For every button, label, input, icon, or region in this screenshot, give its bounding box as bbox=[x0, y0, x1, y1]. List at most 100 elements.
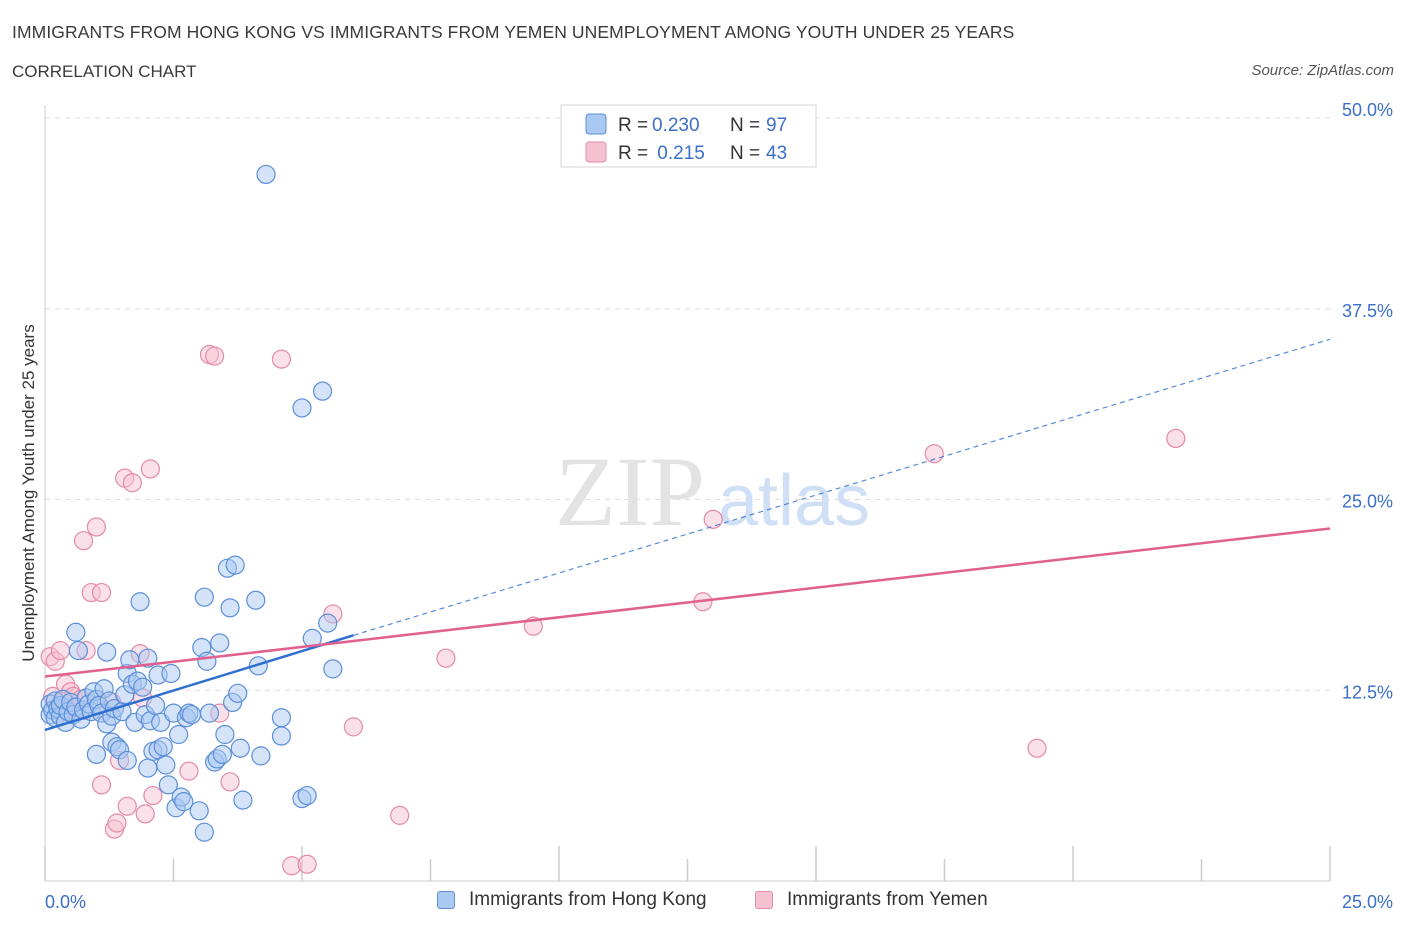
legend-label-hong-kong: Immigrants from Hong Kong bbox=[469, 889, 707, 910]
point-yemen bbox=[91, 775, 112, 795]
point-hong-kong bbox=[194, 822, 214, 842]
point-hong-kong bbox=[130, 592, 150, 612]
point-yemen bbox=[924, 444, 944, 464]
point-hong-kong bbox=[97, 642, 117, 662]
legend-n-value-hk: 97 bbox=[766, 115, 787, 136]
point-hong-kong bbox=[133, 677, 153, 697]
point-yemen bbox=[343, 717, 363, 737]
legend-r-value-hk: 0.230 bbox=[652, 115, 700, 136]
point-hong-kong bbox=[228, 683, 248, 703]
legend-n-value-ye: 43 bbox=[766, 143, 787, 164]
point-hong-kong bbox=[161, 663, 181, 684]
point-hong-kong bbox=[194, 587, 214, 607]
legend-n-label-ye: N = bbox=[730, 143, 760, 164]
point-hong-kong bbox=[189, 801, 209, 821]
chart-title: IMMIGRANTS FROM HONG KONG VS IMMIGRANTS … bbox=[12, 22, 1015, 42]
point-hong-kong bbox=[233, 790, 253, 810]
legend-item-hong-kong: Immigrants from Hong Kong bbox=[437, 889, 707, 911]
point-hong-kong bbox=[212, 744, 232, 764]
point-yemen bbox=[703, 509, 723, 529]
data-points bbox=[40, 164, 1186, 876]
legend-bottom: Immigrants from Hong Kong Immigrants fro… bbox=[0, 889, 1406, 915]
point-hong-kong bbox=[199, 703, 220, 723]
point-hong-kong bbox=[225, 555, 245, 575]
point-yemen bbox=[50, 640, 71, 661]
point-yemen bbox=[86, 517, 107, 537]
point-hong-kong bbox=[156, 755, 176, 775]
legend-item-yemen: Immigrants from Yemen bbox=[755, 889, 988, 911]
point-hong-kong bbox=[271, 708, 292, 728]
point-hong-kong bbox=[323, 659, 343, 679]
point-yemen bbox=[179, 761, 199, 781]
point-hong-kong bbox=[318, 613, 338, 633]
point-hong-kong bbox=[68, 640, 89, 661]
point-hong-kong bbox=[86, 744, 107, 764]
point-hong-kong bbox=[169, 724, 189, 745]
point-hong-kong bbox=[117, 750, 137, 771]
tick-labels: 12.5% 25.0% 37.5% 50.0% 0.0% 25.0% bbox=[45, 100, 1393, 912]
point-yemen bbox=[135, 804, 155, 824]
source-label: Source: ZipAtlas.com bbox=[1251, 62, 1394, 79]
point-yemen bbox=[107, 813, 127, 833]
trend-line-hong-kong-dashed bbox=[353, 338, 1331, 636]
point-hong-kong bbox=[248, 656, 268, 676]
point-yemen bbox=[73, 531, 94, 551]
point-hong-kong bbox=[230, 738, 250, 758]
point-hong-kong bbox=[292, 398, 312, 418]
point-yemen bbox=[1166, 428, 1186, 449]
point-hong-kong bbox=[153, 737, 173, 757]
point-yemen bbox=[205, 346, 225, 366]
point-hong-kong bbox=[174, 792, 194, 812]
point-yemen bbox=[143, 785, 163, 806]
point-hong-kong bbox=[271, 726, 292, 746]
point-hong-kong bbox=[181, 705, 202, 725]
legend-label-yemen: Immigrants from Yemen bbox=[787, 889, 988, 910]
legend-n-label-hk: N = bbox=[730, 115, 760, 136]
point-hong-kong bbox=[246, 590, 266, 610]
point-yemen bbox=[122, 473, 142, 493]
point-hong-kong bbox=[297, 785, 317, 806]
point-hong-kong bbox=[138, 758, 158, 778]
point-yemen bbox=[117, 796, 137, 816]
point-hong-kong bbox=[312, 381, 333, 401]
point-hong-kong bbox=[251, 746, 271, 766]
point-hong-kong bbox=[210, 633, 230, 653]
point-yemen bbox=[140, 459, 160, 479]
y-tick-label: 12.5% bbox=[1342, 682, 1393, 702]
watermark-zip: ZIP bbox=[555, 436, 705, 547]
x-tick-label-max: 25.0% bbox=[1342, 892, 1393, 912]
y-tick-label: 25.0% bbox=[1342, 492, 1393, 512]
point-hong-kong bbox=[158, 775, 178, 795]
watermark-atlas: atlas bbox=[718, 461, 870, 541]
point-yemen bbox=[271, 349, 292, 369]
point-yemen bbox=[220, 772, 240, 792]
legend-r-label-ye: R = bbox=[618, 143, 648, 164]
chart-subtitle: CORRELATION CHART bbox=[12, 62, 197, 81]
point-hong-kong bbox=[256, 164, 276, 185]
point-yemen bbox=[390, 805, 410, 825]
legend-r-value-ye: 0.215 bbox=[652, 143, 705, 164]
legend-swatch-hong-kong-bottom bbox=[437, 891, 455, 909]
point-hong-kong bbox=[220, 598, 240, 618]
legend-top: R = 0.230 N = 97 R = 0.215 N = 43 bbox=[560, 104, 817, 168]
trend-line-yemen bbox=[44, 527, 1331, 678]
legend-swatch-hong-kong bbox=[585, 113, 607, 135]
legend-swatch-yemen-bottom bbox=[755, 891, 773, 909]
trend-lines bbox=[44, 338, 1331, 732]
point-yemen bbox=[1027, 738, 1047, 758]
axes bbox=[44, 105, 1331, 882]
legend-r-label-hk: R = bbox=[618, 115, 648, 136]
point-yemen bbox=[436, 648, 456, 668]
legend-swatch-yemen bbox=[585, 141, 607, 163]
zipatlas-watermark: ZIP atlas bbox=[555, 436, 870, 547]
y-tick-label: 50.0% bbox=[1342, 100, 1393, 120]
point-yemen bbox=[297, 854, 317, 874]
point-hong-kong bbox=[215, 724, 235, 745]
point-yemen bbox=[91, 582, 112, 603]
point-hong-kong bbox=[138, 648, 158, 668]
trend-line-hong-kong bbox=[44, 634, 354, 732]
x-tick-label-min: 0.0% bbox=[45, 892, 86, 912]
y-tick-label: 37.5% bbox=[1342, 301, 1393, 321]
point-hong-kong bbox=[66, 622, 86, 642]
